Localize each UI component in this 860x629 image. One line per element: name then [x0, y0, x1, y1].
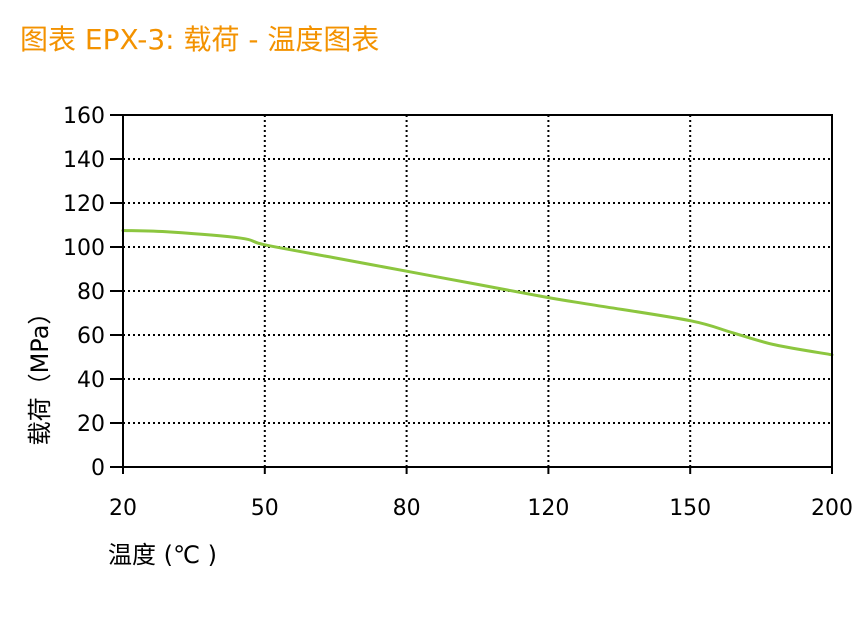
x-tick-labels: 20 50 80 120 150 200 [109, 496, 853, 521]
axis-ticks [110, 114, 833, 474]
y-tick-label-20: 20 [77, 412, 105, 437]
x-tick-label-50: 50 [251, 496, 279, 521]
chart-title: 图表 EPX-3: 载荷 - 温度图表 [20, 23, 380, 56]
x-tick-label-80: 80 [393, 496, 421, 521]
x-tick-label-20: 20 [109, 496, 137, 521]
x-tick-label-150: 150 [669, 496, 711, 521]
y-tick-label-0: 0 [91, 456, 105, 481]
y-tick-label-140: 140 [63, 148, 105, 173]
data-points [122, 229, 834, 356]
y-tick-label-160: 160 [63, 104, 105, 129]
y-tick-label-60: 60 [77, 324, 105, 349]
y-axis-label: 载荷（MPa） [26, 301, 54, 446]
x-tick-label-200: 200 [811, 496, 853, 521]
y-tick-label-100: 100 [63, 236, 105, 261]
x-tick-label-120: 120 [527, 496, 569, 521]
series-line-load [121, 229, 834, 357]
y-tick-label-120: 120 [63, 192, 105, 217]
y-tick-label-40: 40 [77, 368, 105, 393]
y-tick-labels: 0 20 40 60 80 100 120 140 160 [63, 104, 105, 481]
y-tick-label-80: 80 [77, 280, 105, 305]
grid-lines [123, 115, 832, 467]
x-axis-label: 温度 (℃ ) [108, 541, 217, 569]
